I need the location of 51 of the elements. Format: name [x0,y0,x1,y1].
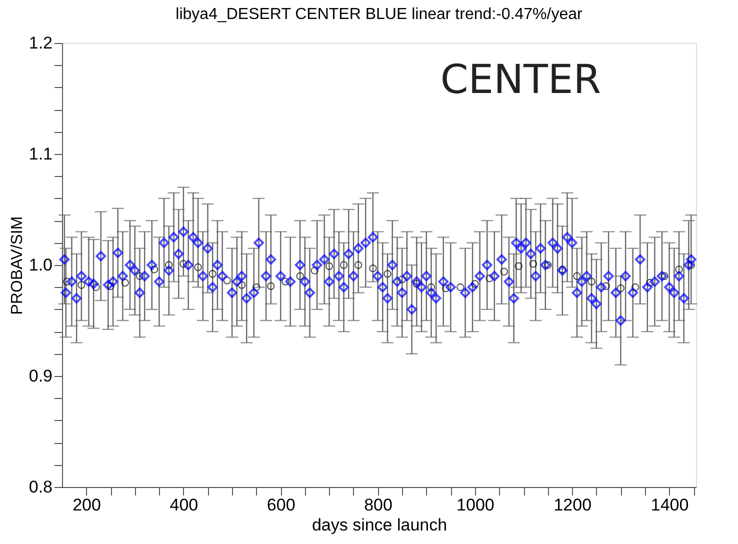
y-tick-label: 0.9 [28,366,52,386]
point [384,270,392,278]
x-tick-label: 1000 [456,496,494,514]
point [442,284,450,292]
x-tick-label: 1200 [554,496,592,514]
y-tick-label: 0.8 [28,478,52,496]
point [180,260,188,268]
point [514,262,523,270]
point [354,261,362,269]
point [165,261,173,269]
x-tick-label: 1400 [650,496,689,514]
point [78,281,86,289]
x-tick-label: 400 [170,496,198,514]
x-tick-label: 200 [72,496,101,514]
point [310,266,318,274]
point [150,266,158,274]
point [500,268,508,276]
point [121,278,130,287]
point [427,283,436,292]
point [63,278,71,286]
point [588,278,596,286]
point [92,283,100,292]
x-tick-label: 600 [266,496,296,514]
point [369,264,377,272]
y-axis-title: PROBAV/SIM [8,216,26,315]
chart-title: libya4_DESERT CENTER BLUE linear trend:-0.47%/year [176,6,584,23]
point [282,278,290,286]
point [194,263,202,272]
x-axis-title: days since launch [312,516,448,534]
y-tick-label: 1.0 [28,256,52,274]
x-tick-label: 800 [364,496,392,514]
point [631,283,640,292]
point [646,278,654,287]
point [486,274,494,282]
point [529,260,538,268]
point [208,270,216,278]
point [602,282,610,290]
point [675,266,683,274]
point [252,283,260,292]
point [456,283,464,292]
annotation: CENTER [440,57,601,103]
point [340,261,348,269]
point [267,282,275,290]
point [136,272,144,280]
point [223,276,232,284]
y-tick-label: 1.2 [28,34,52,52]
point [573,272,581,280]
point [325,262,334,270]
y-tick-label: 1.1 [28,144,52,164]
point [296,272,304,280]
point [616,284,625,292]
